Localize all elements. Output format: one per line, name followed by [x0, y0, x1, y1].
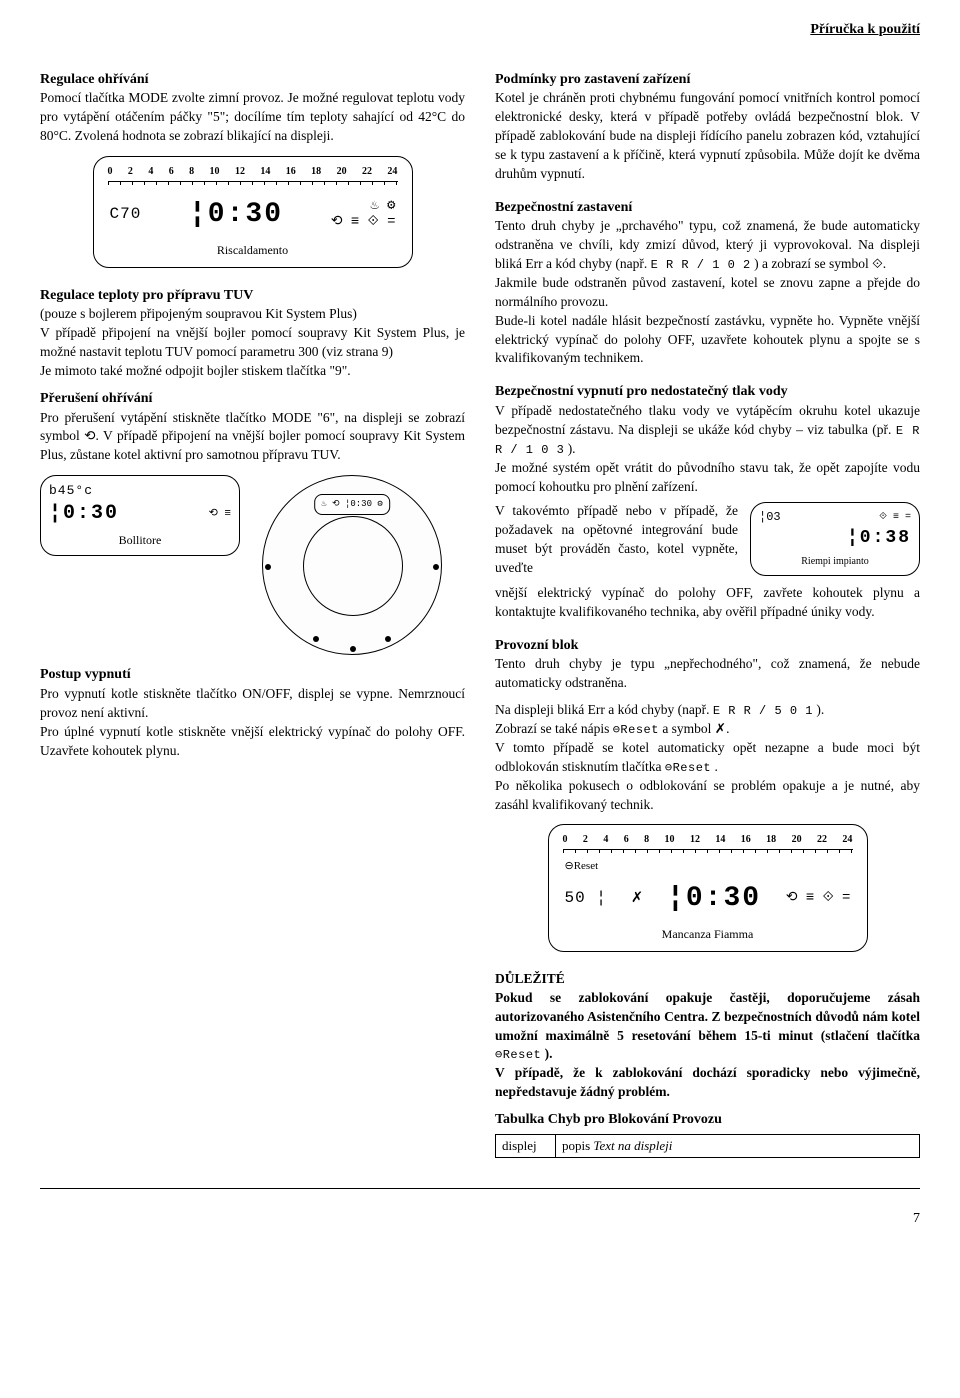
- figure-scale-row: 0 2 4 6 8 10 12 14 16 18 20 22 24: [104, 165, 402, 179]
- heading-bezpecnostni-zastaveni: Bezpečnostní zastavení: [495, 198, 920, 218]
- knob-mini-display: ♨ ⟲ ¦0:30 ⚙: [314, 494, 390, 515]
- doc-header: Příručka k použití: [40, 20, 920, 40]
- reset-label-inline: ⊖Reset: [613, 723, 659, 737]
- table-header-popis: popis Text na displeji: [556, 1134, 920, 1157]
- heading-regulace-tuv: Regulace teploty pro přípravu TUV: [40, 286, 465, 306]
- para-tlak-2: Je možné systém opět vrátit do původního…: [495, 459, 920, 497]
- knob-tick: [313, 636, 319, 642]
- knob-inner: [303, 516, 403, 616]
- figure-riempi-icons: ⟐ ≡ =: [879, 511, 911, 525]
- wrap-riempi-block: V takovémto případě nebo v případě, že p…: [495, 502, 920, 578]
- para-tuv-body2: Je mimoto také možné odpojit bojler stis…: [40, 362, 465, 381]
- figure-reset-label: ⊖Reset: [559, 859, 857, 874]
- para-regulace-body: Pomocí tlačítka MODE zvolte zimní provoz…: [40, 89, 465, 146]
- para-vypnuti-2: Pro úplné vypnutí kotle stiskněte vnější…: [40, 723, 465, 761]
- figure-mancanza-code: 50 ¦: [565, 887, 607, 909]
- knob-outer: ♨ ⟲ ¦0:30 ⚙: [262, 475, 442, 655]
- heading-provozni-blok: Provozní blok: [495, 636, 920, 656]
- figure-status-icons: ♨ ⚙ ⟲ ≡ ⟐ =: [331, 198, 396, 232]
- page-number: 7: [40, 1209, 920, 1229]
- knob-tick: [265, 564, 271, 570]
- heading-postup-vypnuti: Postup vypnutí: [40, 665, 465, 685]
- para-bezp-2: Jakmile bude odstraněn původ zastavení, …: [495, 274, 920, 312]
- figure-display-mancanza: 0 2 4 6 8 10 12 14 16 18 20 22 24 ⊖Reset…: [548, 824, 868, 951]
- table-header-displej: displej: [496, 1134, 556, 1157]
- para-bezp-1: Tento druh chyby je „prchavého" typu, co…: [495, 217, 920, 274]
- para-podminky: Kotel je chráněn proti chybnému fungován…: [495, 89, 920, 183]
- reset-label-inline: ⊖Reset: [665, 761, 711, 775]
- two-column-layout: Regulace ohřívání Pomocí tlačítka MODE z…: [40, 70, 920, 1158]
- reset-label-inline: ⊖Reset: [495, 1048, 541, 1062]
- heading-preruseni: Přerušení ohřívání: [40, 389, 465, 409]
- heading-tabulka-chyb: Tabulka Chyb pro Blokování Provozu: [495, 1110, 920, 1130]
- figure-display-bollitore: b45°c ¦0:30 ⟲ ≡ Bollitore: [40, 475, 240, 556]
- figure-scale-ticks: [108, 181, 398, 185]
- para-preruseni-body: Pro přerušení vytápění stiskněte tlačítk…: [40, 409, 465, 466]
- page-footer-rule: [40, 1188, 920, 1189]
- figure-mancanza-icons: ⟲ ≡ ⟐ =: [786, 890, 851, 907]
- para-dulezite-1: Pokud se zablokování opakuje častěji, do…: [495, 989, 920, 1065]
- para-odblokovani: V tomto případě se kotel automaticky opě…: [495, 739, 920, 777]
- heading-regulace-ohrivani: Regulace ohřívání: [40, 70, 465, 90]
- figure-caption: Riscaldamento: [104, 242, 402, 259]
- figure-riempi-code: ¦03: [759, 509, 781, 526]
- figure-bollitore-icons: ⟲ ≡: [209, 508, 231, 521]
- para-technik: Po několika pokusech o odblokování se pr…: [495, 777, 920, 815]
- heading-bezp-vypnuti-tlak: Bezpečnostní vypnutí pro nedostatečný tl…: [495, 382, 920, 402]
- figure-knob: ♨ ⟲ ¦0:30 ⚙: [252, 475, 452, 655]
- figure-bollitore-temp: b45°c: [49, 482, 93, 500]
- figure-bollitore-time: ¦0:30: [49, 500, 119, 528]
- error-table: displej popis Text na displeji: [495, 1134, 920, 1158]
- heading-dulezite: DŮLEŽITÉ: [495, 970, 920, 989]
- figure-bollitore-caption: Bollitore: [49, 532, 231, 549]
- para-after-wrap: vnější elektrický vypínač do polohy OFF,…: [495, 584, 920, 622]
- figure-riempi-time: ¦0:38: [847, 526, 911, 551]
- figure-mancanza-caption: Mancanza Fiamma: [559, 926, 857, 943]
- figure-display-riscaldamento: 0 2 4 6 8 10 12 14 16 18 20 22 24 C70 ¦0…: [93, 156, 413, 268]
- figure-scale-row: 0 2 4 6 8 10 12 14 16 18 20 22 24: [559, 833, 857, 847]
- error-code-102: E R R / 1 0 2: [651, 258, 751, 272]
- figure-mancanza-time: ¦0:30: [667, 879, 761, 918]
- figure-time-value: ¦0:30: [189, 195, 283, 234]
- wrap-text: V takovémto případě nebo v případě, že p…: [495, 502, 738, 578]
- para-tuv-sub: (pouze s bojlerem připojeným soupravou K…: [40, 305, 465, 324]
- para-tuv-body: V případě připojení na vnější bojler pom…: [40, 324, 465, 362]
- para-bezp-3: Bude-li kotel nadále hlásit bezpečností …: [495, 312, 920, 369]
- para-reset-symbol: Zobrazí se také nápis ⊖Reset a symbol ✗.: [495, 720, 920, 739]
- heading-podminky: Podmínky pro zastavení zařízení: [495, 70, 920, 90]
- figure-temp-value: C70: [110, 203, 142, 225]
- column-right: Podmínky pro zastavení zařízení Kotel je…: [495, 70, 920, 1158]
- figure-riempi-caption: Riempi impianto: [759, 555, 911, 569]
- figure-scale-ticks: [563, 849, 853, 853]
- knob-tick: [433, 564, 439, 570]
- para-tlak-1: V případě nedostatečného tlaku vody ve v…: [495, 402, 920, 459]
- error-code-501: E R R / 5 0 1: [713, 704, 813, 718]
- knob-tick: [385, 636, 391, 642]
- cross-icon: ✗: [632, 886, 643, 911]
- knob-tick: [350, 646, 356, 652]
- para-vypnuti-1: Pro vypnutí kotle stiskněte tlačítko ON/…: [40, 685, 465, 723]
- table-row: displej popis Text na displeji: [496, 1134, 920, 1157]
- para-err501: Na displeji bliká Err a kód chyby (např.…: [495, 701, 920, 720]
- para-dulezite-2: V případě, že k zablokování dochází spor…: [495, 1064, 920, 1102]
- figure-display-riempi: ¦03 ⟐ ≡ = ¦0:38 Riempi impianto: [750, 502, 920, 576]
- para-provozni-blok: Tento druh chyby je typu „nepřechodného"…: [495, 655, 920, 693]
- column-left: Regulace ohřívání Pomocí tlačítka MODE z…: [40, 70, 465, 1158]
- figure-bollitore-group: b45°c ¦0:30 ⟲ ≡ Bollitore ♨ ⟲ ¦0:30 ⚙: [40, 475, 465, 655]
